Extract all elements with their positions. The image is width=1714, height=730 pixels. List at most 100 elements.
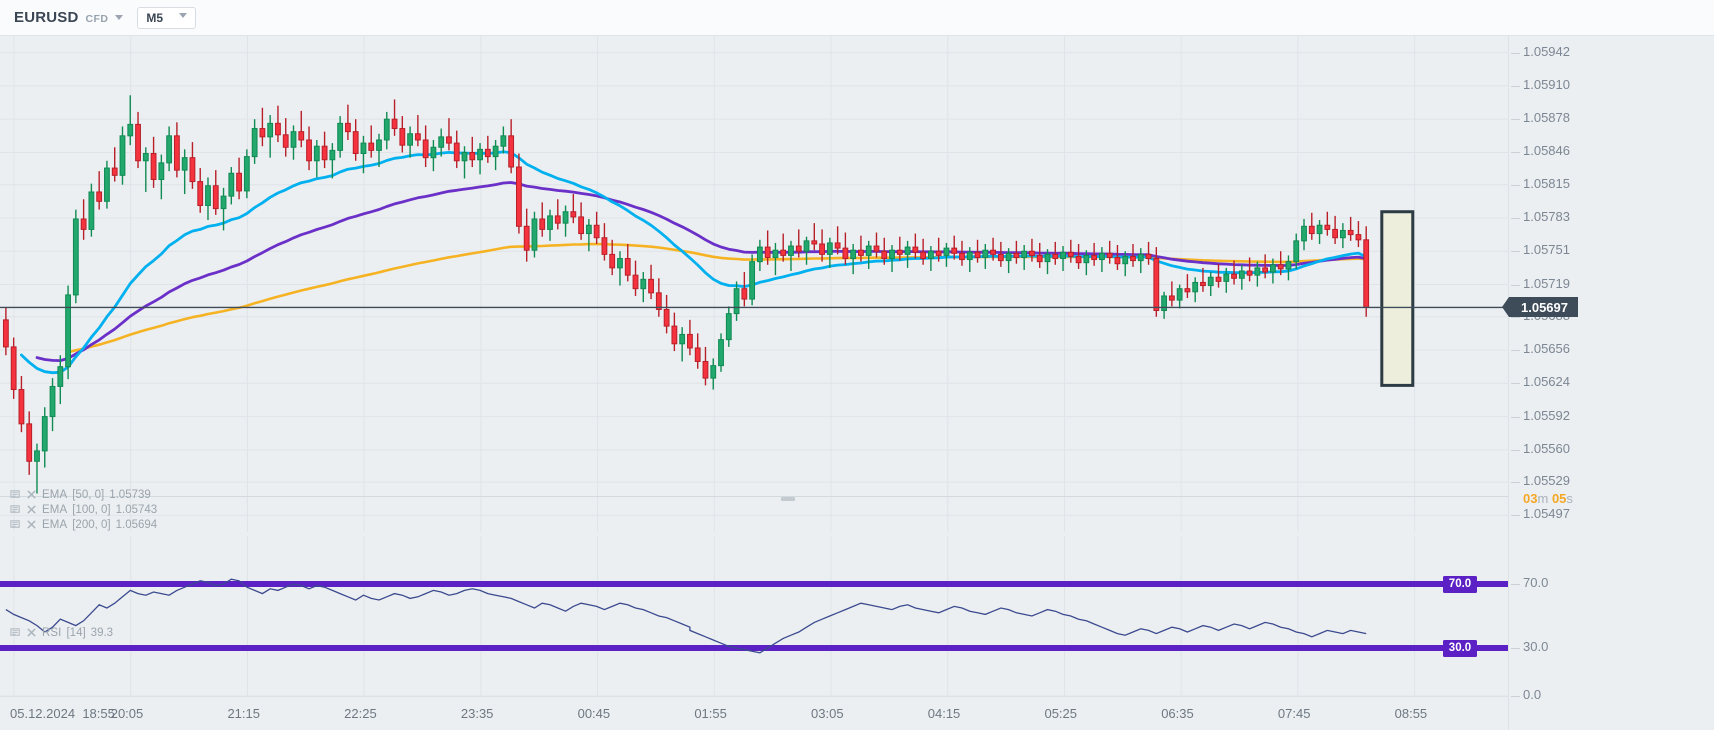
candle-body xyxy=(1122,255,1129,265)
candle-body xyxy=(920,251,927,260)
candle-body xyxy=(640,278,647,290)
legend-item[interactable]: EMA [100, 0] 1.05743 xyxy=(10,503,157,516)
candle-body xyxy=(959,252,965,261)
axis-tick-mark xyxy=(1511,416,1520,418)
candle-body xyxy=(764,246,771,258)
candle-body xyxy=(1184,288,1191,293)
candle-body xyxy=(733,288,740,315)
rsi-axis-label: 0.0 xyxy=(1523,687,1542,702)
indicator-params: [50, 0] xyxy=(72,488,105,501)
candle-body xyxy=(1363,239,1370,308)
settings-icon[interactable] xyxy=(10,504,21,515)
candle-body xyxy=(523,225,530,251)
price-axis-label: 1.05497 xyxy=(1523,506,1570,522)
axis-tick-mark xyxy=(1511,449,1520,451)
candle-body xyxy=(1176,288,1183,301)
candle-body xyxy=(1192,281,1199,293)
candle-body xyxy=(376,139,382,151)
legend-item-rsi[interactable]: RSI [14] 39.3 xyxy=(10,626,113,639)
candle-body xyxy=(484,148,491,158)
candle-body xyxy=(181,157,188,171)
remove-icon[interactable] xyxy=(26,504,37,515)
symbol-kind: CFD xyxy=(85,13,109,25)
candle-body xyxy=(1161,295,1168,312)
candle-body xyxy=(1301,225,1307,242)
candle-body xyxy=(896,249,903,255)
candle-body xyxy=(795,245,802,252)
price-axis-label: 1.05624 xyxy=(1523,374,1570,390)
price-axis-label: 1.05846 xyxy=(1523,143,1570,159)
timeframe-selector[interactable]: M5 xyxy=(137,6,196,29)
candle-body xyxy=(344,122,351,133)
candle-body xyxy=(1231,273,1237,279)
candle-body xyxy=(811,240,818,245)
candle-body xyxy=(243,156,250,192)
candle-body xyxy=(197,181,204,206)
candle-body xyxy=(997,253,1004,262)
remove-icon[interactable] xyxy=(26,627,37,638)
candle-body xyxy=(694,347,701,362)
rsi-axis-label: 30.0 xyxy=(1523,639,1549,654)
candle-body xyxy=(430,146,437,159)
price-chart-canvas[interactable] xyxy=(0,36,1508,532)
settings-icon[interactable] xyxy=(10,489,21,500)
candle-body xyxy=(601,237,608,255)
settings-icon[interactable] xyxy=(10,627,21,638)
candle-body xyxy=(1036,254,1043,263)
candle-body xyxy=(259,128,266,138)
candle-body xyxy=(749,261,756,300)
candle-body xyxy=(1153,258,1160,312)
time-axis[interactable]: 05.12.2024 18:55 20:05 21:15 22:25 23:35 00:4… xyxy=(0,696,1508,730)
candle-body xyxy=(383,118,390,141)
chevron-down-icon xyxy=(115,15,124,20)
price-axis-label: 1.05719 xyxy=(1523,275,1570,291)
candle-body xyxy=(1005,252,1012,262)
rsi-axis-tick-mark xyxy=(1511,648,1520,649)
chart-plot-area[interactable] xyxy=(0,36,1508,696)
candle-body xyxy=(461,151,468,162)
candle-body xyxy=(220,195,227,210)
candle-body xyxy=(617,258,623,269)
price-axis-label: 1.05942 xyxy=(1523,43,1570,59)
candle-body xyxy=(306,139,312,162)
candle-body xyxy=(57,366,64,387)
candle-body xyxy=(173,135,180,171)
countdown-minutes-unit: m xyxy=(1537,490,1549,506)
rsi-chart-canvas[interactable] xyxy=(0,536,1508,696)
settings-icon[interactable] xyxy=(10,519,21,530)
candle-body xyxy=(578,216,585,235)
pane-divider xyxy=(0,496,1714,497)
indicator-value: 39.3 xyxy=(90,626,114,639)
candle-body xyxy=(135,123,141,162)
candle-body xyxy=(329,149,336,161)
symbol-name: EURUSD xyxy=(14,9,79,26)
remove-icon[interactable] xyxy=(26,519,37,530)
candle-body xyxy=(842,247,849,260)
pane-resize-handle[interactable] xyxy=(781,497,795,501)
remove-icon[interactable] xyxy=(26,489,37,500)
candle-body xyxy=(477,148,483,161)
selection-box xyxy=(1380,210,1415,387)
candle-body xyxy=(88,191,95,230)
legend-item[interactable]: EMA [200, 0] 1.05694 xyxy=(10,518,157,531)
time-axis-label: 04:15 xyxy=(927,706,961,721)
price-axis[interactable]: 1.05942 1.05910 1.05878 1.05846 1.05815 1.057… xyxy=(1443,36,1714,730)
candle-body xyxy=(982,249,989,258)
symbol-selector[interactable]: EURUSD CFD xyxy=(14,9,124,26)
time-axis-label: 00:45 xyxy=(577,706,611,721)
price-pane[interactable] xyxy=(0,36,1508,532)
candle-body xyxy=(1316,224,1323,235)
candle-body xyxy=(72,218,79,296)
price-indicator-legend: EMA [50, 0] 1.05739 EMA [100, 0] 1.05743 EMA [2… xyxy=(10,488,157,531)
axis-tick-mark xyxy=(1511,52,1520,54)
candle-body xyxy=(865,245,872,256)
legend-item[interactable]: EMA [50, 0] 1.05739 xyxy=(10,488,157,501)
rsi-pane[interactable] xyxy=(0,536,1508,696)
price-axis-label: 1.05529 xyxy=(1523,473,1570,489)
candle-body xyxy=(702,360,709,379)
price-axis-label: 1.05815 xyxy=(1523,175,1570,191)
candle-body xyxy=(539,218,546,230)
candle-body xyxy=(1013,252,1020,258)
time-axis-label: 05:25 xyxy=(1044,706,1078,721)
